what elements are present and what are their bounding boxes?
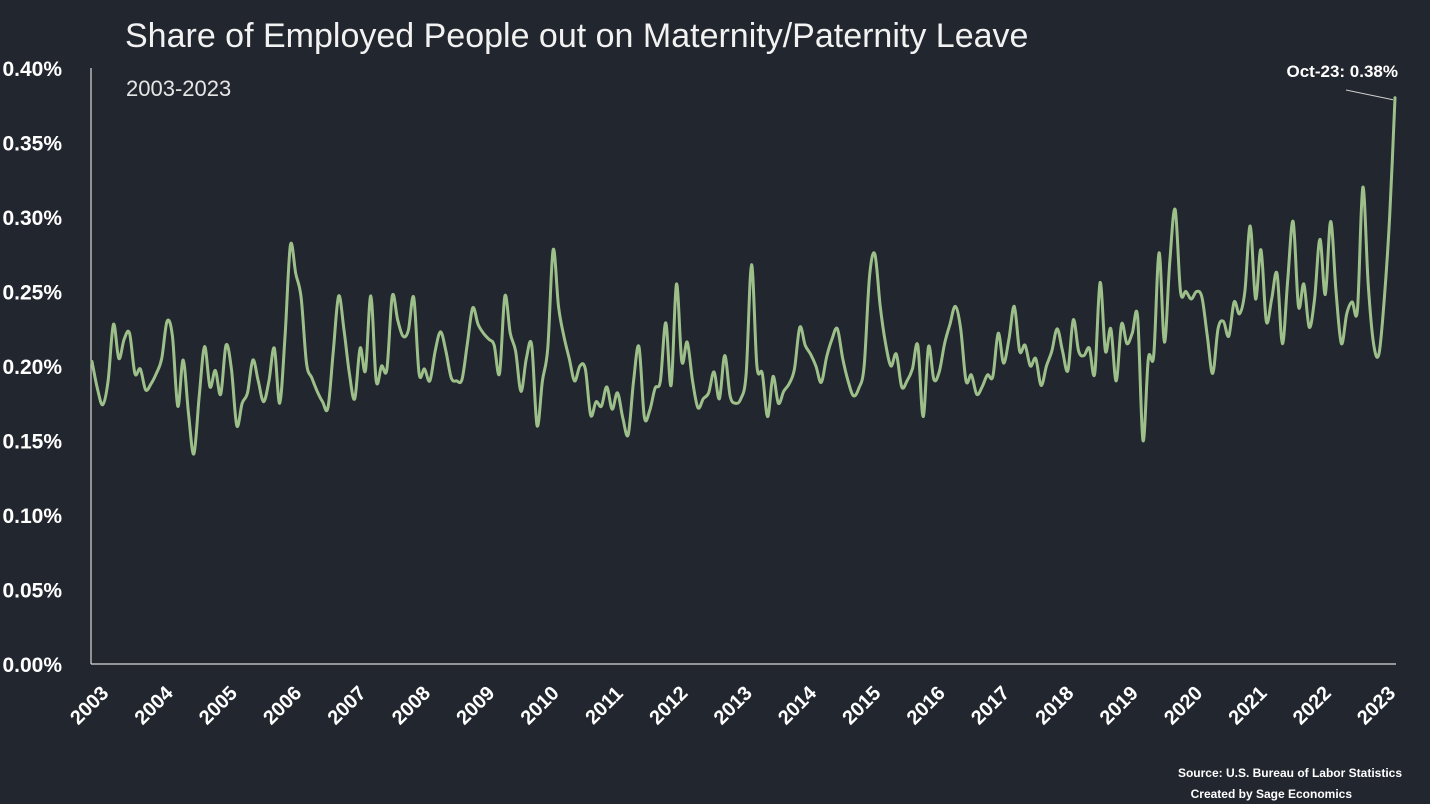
annotation-leader-line <box>1345 89 1394 101</box>
x-tick-label: 2016 <box>903 682 950 729</box>
x-tick-label: 2010 <box>517 682 564 729</box>
y-tick-label: 0.30% <box>2 207 62 230</box>
x-tick-label: 2012 <box>645 682 692 729</box>
y-tick-label: 0.05% <box>2 580 62 603</box>
x-tick-label: 2022 <box>1289 682 1336 729</box>
credit-line: Created by Sage Economics <box>1191 787 1353 801</box>
y-tick-label: 0.15% <box>2 431 62 454</box>
y-axis-ticks: 0.00% 0.05% 0.10% 0.15% 0.20% 0.25% 0.30% 0.35%… <box>2 58 62 677</box>
source-line: Source: U.S. Bureau of Labor Statistics <box>1178 766 1402 780</box>
x-tick-label: 2005 <box>195 682 242 729</box>
annotation: Oct-23: 0.38% <box>1287 62 1399 101</box>
x-tick-label: 2018 <box>1031 682 1078 729</box>
x-tick-label: 2021 <box>1224 682 1271 729</box>
y-tick-label: 0.40% <box>2 58 62 81</box>
y-tick-label: 0.35% <box>2 133 62 156</box>
x-tick-label: 2014 <box>774 682 822 730</box>
x-tick-label: 2013 <box>710 682 757 729</box>
x-tick-label: 2003 <box>66 682 113 729</box>
y-tick-label: 0.10% <box>2 505 62 528</box>
x-tick-label: 2008 <box>388 682 435 729</box>
y-tick-label: 0.25% <box>2 282 62 305</box>
chart-title: Share of Employed People out on Maternit… <box>125 17 1028 55</box>
y-tick-label: 0.20% <box>2 356 62 379</box>
chart-subtitle: 2003-2023 <box>126 76 231 101</box>
x-tick-label: 2004 <box>131 682 179 730</box>
axes <box>90 68 1396 665</box>
x-tick-label: 2006 <box>259 682 306 729</box>
x-tick-label: 2011 <box>581 683 627 729</box>
x-tick-label: 2009 <box>452 682 499 729</box>
x-tick-label: 2017 <box>967 682 1014 729</box>
x-axis-ticks: 2003 2004 2005 2006 2007 2008 2009 2010 2011 2012… <box>66 682 1400 730</box>
annotation-label: Oct-23: 0.38% <box>1287 62 1399 81</box>
series-line <box>90 96 1397 456</box>
y-tick-label: 0.00% <box>2 654 62 677</box>
x-tick-label: 2007 <box>324 682 371 729</box>
x-tick-label: 2023 <box>1353 682 1400 729</box>
x-tick-label: 2019 <box>1096 682 1143 729</box>
x-tick-label: 2020 <box>1160 682 1207 729</box>
x-tick-label: 2015 <box>838 682 885 729</box>
series-group <box>90 96 1397 456</box>
